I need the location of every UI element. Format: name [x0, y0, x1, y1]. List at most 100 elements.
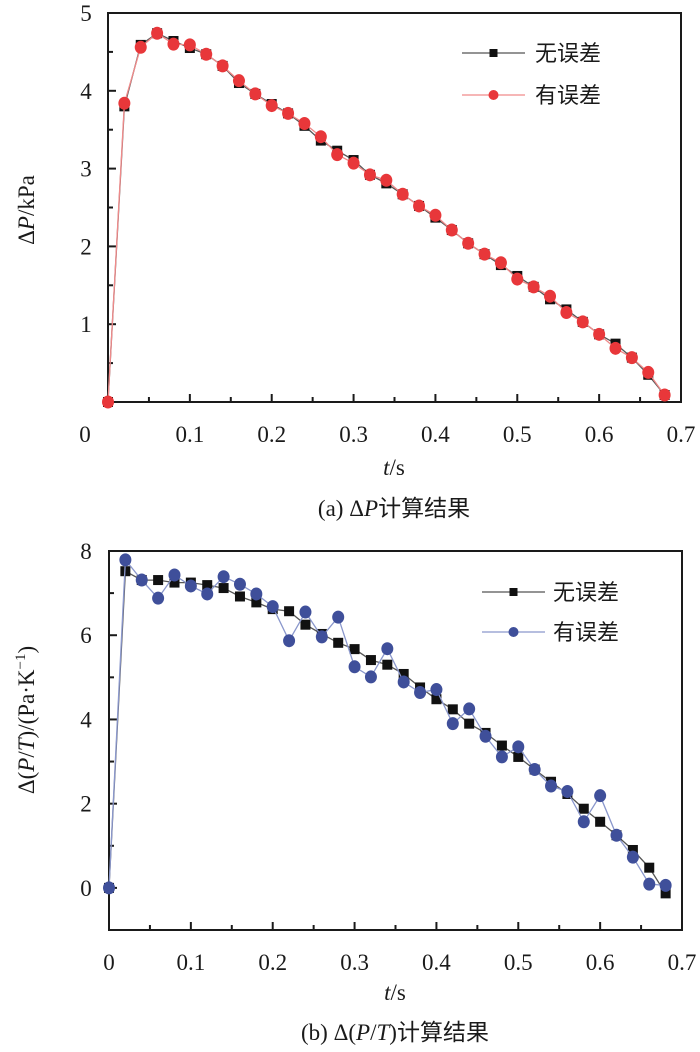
legend-label: 无误差	[535, 42, 601, 67]
data-point-circle	[544, 289, 557, 303]
x-tick-label: 0.4	[422, 950, 451, 975]
data-point-square	[627, 844, 638, 855]
data-point-square	[300, 619, 311, 630]
data-point-circle	[103, 881, 115, 895]
data-point-circle	[659, 878, 672, 892]
data-point-circle	[102, 395, 114, 409]
y-tick-label: 4	[80, 79, 92, 104]
data-point-square	[644, 862, 655, 873]
data-point-circle	[152, 591, 165, 605]
x-tick-label: 0.2	[257, 422, 286, 447]
x-tick-label: 0.1	[175, 422, 204, 447]
data-point-circle	[626, 850, 639, 864]
data-point-square	[578, 803, 589, 814]
data-point-circle	[183, 38, 196, 52]
data-point-circle	[445, 223, 458, 237]
data-point-square	[398, 668, 409, 679]
data-point-circle	[429, 208, 442, 222]
data-point-circle	[282, 106, 295, 120]
legend-marker-circle	[488, 90, 499, 100]
y-tick-label: 4	[80, 707, 92, 732]
data-point-circle	[658, 388, 671, 402]
data-point-circle	[250, 587, 263, 601]
data-point-circle	[298, 116, 311, 130]
x-tick-label: 0.5	[504, 950, 533, 975]
data-point-circle	[413, 199, 426, 213]
legend-marker-square	[509, 588, 518, 596]
data-point-circle	[609, 341, 622, 355]
data-point-circle	[610, 828, 623, 842]
x-tick-label: 0	[103, 950, 115, 975]
data-point-circle	[414, 685, 427, 699]
x-axis-title: t/s	[384, 980, 406, 1005]
x-tick-label: 0.3	[340, 950, 369, 975]
x-tick-label: 0.7	[668, 950, 697, 975]
data-point-square	[365, 655, 376, 666]
x-tick-label: 0.5	[503, 422, 532, 447]
data-point-square	[234, 591, 245, 602]
data-point-square	[382, 659, 393, 670]
data-point-circle	[283, 634, 296, 648]
data-point-circle	[134, 40, 147, 54]
data-point-square	[464, 718, 475, 729]
data-point-square	[218, 583, 229, 594]
data-point-circle	[494, 256, 507, 270]
series-line-with-error	[108, 558, 666, 888]
series-group	[103, 553, 672, 899]
series-line-no-error	[108, 570, 667, 894]
data-point-square	[496, 740, 507, 751]
plot-frame	[108, 550, 683, 931]
data-point-circle	[495, 750, 508, 764]
data-point-square	[284, 606, 295, 617]
data-point-square	[660, 888, 671, 899]
data-point-circle	[233, 577, 246, 591]
data-point-circle	[119, 553, 132, 567]
y-tick-label: 6	[80, 623, 92, 648]
data-point-circle	[397, 675, 410, 689]
chart-caption: (b) Δ(P/T)计算结果	[301, 1020, 489, 1045]
data-point-circle	[364, 670, 377, 684]
data-point-square	[513, 751, 524, 762]
y-tick-label: 8	[80, 539, 92, 564]
y-tick-label: 2	[80, 234, 92, 259]
x-tick-label: 0.6	[585, 422, 614, 447]
data-point-square	[202, 580, 213, 591]
data-point-circle	[265, 99, 278, 113]
data-point-circle	[642, 365, 655, 379]
series-group	[102, 26, 671, 409]
x-tick-label: 0.7	[667, 422, 696, 447]
data-point-circle	[167, 37, 180, 51]
data-point-square	[153, 575, 164, 586]
legend-marker-circle	[508, 627, 519, 637]
legend-label: 有误差	[553, 621, 619, 646]
data-point-circle	[561, 784, 574, 798]
tick-labels: 0 0.1 0.2 0.3 0.4 0.5 0.6 0.7 1 2 3 4 5	[79, 1, 695, 447]
plot-frame	[107, 12, 682, 403]
data-point-circle	[314, 130, 327, 144]
data-point-circle	[625, 351, 638, 365]
y-tick-label: 2	[80, 792, 92, 817]
y-axis-title: Δ(P/T)/(Pa·K−1)	[13, 646, 39, 794]
data-point-square	[169, 577, 180, 588]
x-tick-label: 0	[79, 422, 91, 447]
data-point-circle	[216, 59, 229, 73]
y-tick-label: 5	[80, 1, 92, 26]
data-point-circle	[266, 600, 279, 614]
data-point-circle	[249, 87, 262, 101]
data-point-square	[333, 637, 344, 648]
legend-marker-square	[489, 49, 498, 57]
data-point-square	[595, 816, 606, 827]
data-point-circle	[232, 74, 245, 88]
data-point-circle	[577, 815, 590, 829]
data-point-circle	[511, 272, 524, 286]
x-axis-title: t/s	[383, 455, 405, 480]
data-point-circle	[643, 877, 656, 891]
data-point-circle	[396, 187, 409, 201]
x-tick-label: 0.1	[176, 950, 205, 975]
data-point-circle	[184, 579, 197, 593]
data-point-square	[349, 644, 360, 655]
tick-labels: 0 0.1 0.2 0.3 0.4 0.5 0.6 0.7 0 2 4 6 8	[80, 539, 696, 975]
